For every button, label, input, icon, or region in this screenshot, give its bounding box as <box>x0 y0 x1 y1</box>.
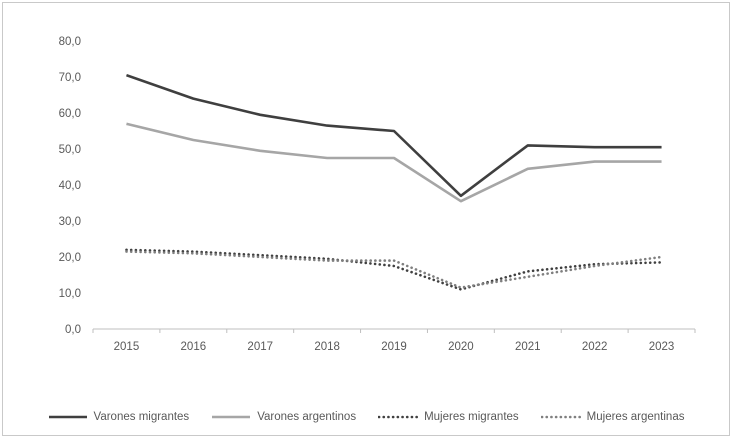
series-line-varones-migrantes <box>126 73 662 198</box>
x-tick-label: 2018 <box>314 341 340 353</box>
y-tick-label: 0,0 <box>65 324 81 336</box>
legend-line-sample-icon <box>540 415 581 419</box>
legend-line-sample-icon <box>212 415 251 419</box>
legend-line-sample-icon <box>378 415 419 419</box>
legend-label: Varones migrantes <box>93 411 190 423</box>
series-line-mujeres-argentinas <box>125 250 663 289</box>
y-tick-label: 60,0 <box>59 108 81 120</box>
x-tick-label: 2023 <box>649 341 675 353</box>
legend-label: Mujeres argentinas <box>586 411 685 423</box>
y-tick-label: 40,0 <box>59 180 81 192</box>
series-line-mujeres-migrantes <box>125 248 663 291</box>
y-tick-label: 30,0 <box>59 216 81 228</box>
legend-item-mujeres-migrantes: Mujeres migrantes <box>378 411 519 423</box>
y-tick-label: 10,0 <box>59 288 81 300</box>
legend-label: Varones argentinos <box>257 411 357 423</box>
y-tick-label: 50,0 <box>59 144 81 156</box>
legend-item-varones-argentinos: Varones argentinos <box>211 411 356 423</box>
x-tick-label: 2019 <box>381 341 407 353</box>
x-tick-label: 2015 <box>114 341 140 353</box>
y-tick-label: 80,0 <box>59 36 81 48</box>
x-tick-label: 2022 <box>582 341 608 353</box>
series-line-varones-argentinos <box>126 122 662 203</box>
x-tick-label: 2020 <box>448 341 474 353</box>
legend-item-mujeres-argentinas: Mujeres argentinas <box>540 411 685 423</box>
legend-label: Mujeres migrantes <box>424 411 519 423</box>
y-tick-label: 20,0 <box>59 252 81 264</box>
x-tick-label: 2017 <box>247 341 273 353</box>
line-chart: 0,0 10,0 20,0 30,0 40,0 50,0 60,0 70,0 80,0 2015 2… <box>59 36 696 353</box>
legend-item-varones-migrantes: Varones migrantes <box>48 411 190 423</box>
y-tick-label: 70,0 <box>59 72 81 84</box>
legend-line-sample-icon <box>48 415 87 419</box>
x-tick-label: 2016 <box>181 341 207 353</box>
x-tick-label: 2021 <box>515 341 541 353</box>
chart-legend: Varones migrantes Varones argentinos Mujer… <box>3 411 729 423</box>
